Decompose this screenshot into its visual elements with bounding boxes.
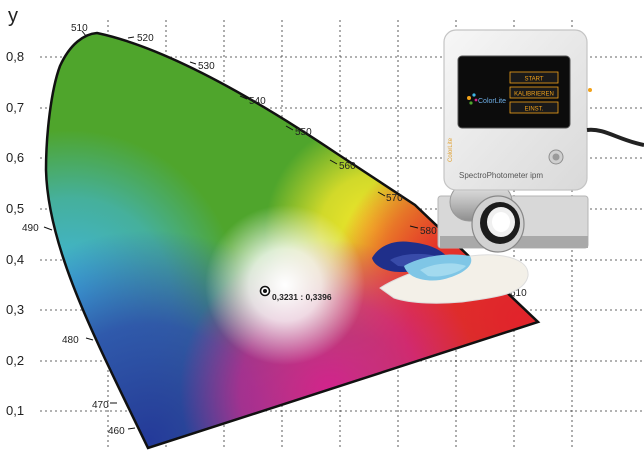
y-tick-label: 0,7 — [6, 100, 24, 115]
fabric-samples — [372, 241, 529, 304]
status-led — [588, 88, 592, 92]
y-tick-label: 0,2 — [6, 353, 24, 368]
screen-button-start[interactable]: START — [509, 71, 559, 84]
wavelength-label: 520 — [137, 33, 154, 44]
wavelength-label: 560 — [339, 161, 356, 172]
wavelength-label: 490 — [22, 223, 39, 234]
spectral-locus-outline — [44, 31, 541, 450]
device-side-label: ColorLite — [448, 137, 454, 162]
power-button[interactable] — [548, 149, 564, 165]
wavelength-label: 610 — [510, 288, 527, 299]
wavelength-label: 510 — [71, 23, 88, 34]
y-tick-label: 0,3 — [6, 302, 24, 317]
y-tick-label: 0,4 — [6, 252, 24, 267]
device-brand: ColorLite — [478, 98, 506, 105]
screen-button-einst[interactable]: EINST. — [509, 101, 559, 114]
y-tick-label: 0,5 — [6, 201, 24, 216]
screen-button-kalibrieren-label: KALIBRIEREN — [514, 92, 554, 98]
device-cable — [586, 127, 644, 147]
wavelength-labels: 510 520 530 540 550 560 570 580 610 490 … — [22, 23, 527, 437]
screen-button-einst-label: EINST. — [525, 107, 544, 113]
spectrophotometer-device: ColorLite START KALIBRIEREN EINST. Color… — [437, 29, 644, 253]
y-tick-label: 0,6 — [6, 150, 24, 165]
wavelength-label: 550 — [295, 127, 312, 138]
measured-point-label: 0,3231 : 0,3396 — [272, 292, 332, 302]
wavelength-ticks — [43, 30, 419, 430]
wavelength-label: 470 — [92, 400, 109, 411]
screen-button-kalibrieren[interactable]: KALIBRIEREN — [509, 86, 559, 99]
screen-button-start-label: START — [524, 77, 543, 83]
device-name: SpectroPhotometer ipm — [459, 171, 543, 180]
y-tick-label: 0,1 — [6, 403, 24, 418]
measured-point: 0,3231 : 0,3396 — [259, 285, 332, 302]
wavelength-label: 570 — [386, 193, 403, 204]
y-axis-label: y — [8, 5, 18, 27]
y-tick-labels: 0,8 0,7 0,6 0,5 0,4 0,3 0,2 0,1 — [6, 49, 24, 418]
y-tick-label: 0,8 — [6, 49, 24, 64]
colorlite-logo-icon — [467, 93, 478, 105]
wavelength-label: 540 — [249, 96, 266, 107]
wavelength-label: 580 — [420, 226, 437, 237]
measuring-head — [471, 195, 525, 253]
wavelength-label: 530 — [198, 61, 215, 72]
wavelength-label: 460 — [108, 426, 125, 437]
wavelength-label: 480 — [62, 335, 79, 346]
